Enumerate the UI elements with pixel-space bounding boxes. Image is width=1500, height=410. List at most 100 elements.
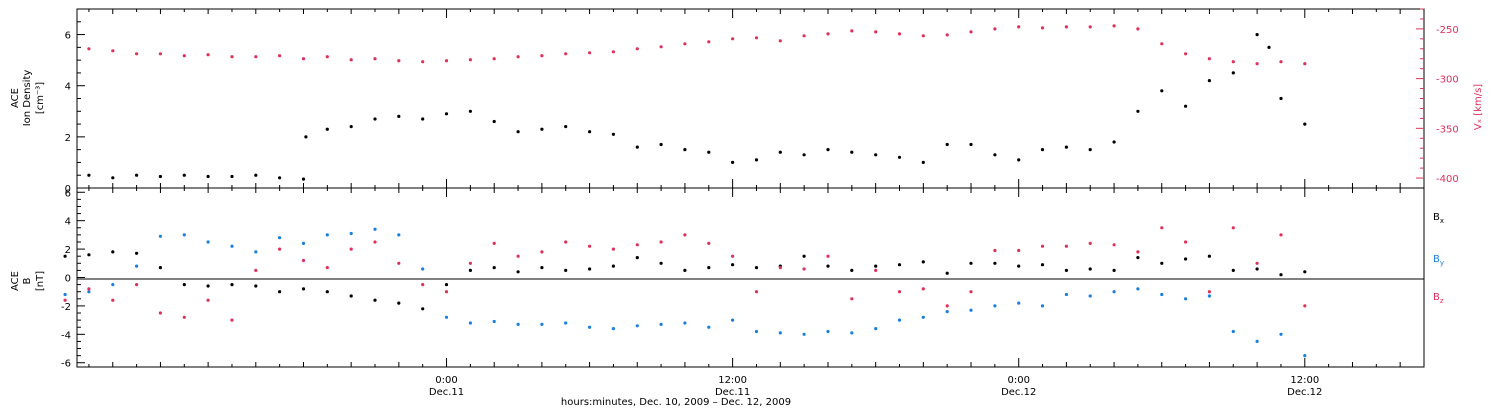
by-point — [1088, 294, 1092, 298]
bx-point — [540, 266, 544, 270]
ion-density-point — [778, 150, 782, 154]
ion-density-point — [1136, 109, 1140, 113]
top-panel: 0 2 4 6 -250 -300 -350 -400 ACE Ion Density [c… — [10, 8, 1484, 195]
bx-point — [635, 256, 639, 260]
bx-point — [349, 294, 353, 298]
ion-density-series — [87, 33, 1307, 181]
by-point — [135, 264, 139, 268]
bz-point — [683, 233, 687, 237]
bz-point — [421, 283, 425, 287]
bx-point — [850, 268, 854, 272]
ion-density-point — [1184, 104, 1188, 108]
bz-point — [1136, 250, 1140, 254]
bz-point — [397, 261, 401, 265]
legend-by: By — [1433, 254, 1444, 267]
vx-point — [564, 52, 568, 56]
top-right-label-line2: Vₓ [km/s] — [1473, 84, 1484, 130]
vx-point — [635, 47, 639, 51]
bx-point — [1088, 267, 1092, 271]
b-field-tick-label: 4 — [65, 217, 71, 228]
bx-point — [87, 253, 91, 257]
bx-point — [254, 284, 258, 288]
by-point — [278, 236, 282, 240]
vx-point — [301, 57, 306, 61]
by-point — [826, 329, 830, 334]
bx-point — [397, 301, 401, 305]
ion-density-point — [707, 150, 711, 154]
bx-point — [993, 261, 997, 265]
bz-series — [63, 226, 1307, 322]
bz-point — [754, 290, 759, 294]
vx-series — [87, 24, 1307, 66]
bx-point — [874, 264, 878, 268]
ion-density-point — [135, 173, 139, 177]
bx-point — [969, 261, 973, 265]
bx-point — [802, 254, 806, 258]
ion-density-point — [802, 153, 806, 157]
ion-density-point — [635, 145, 639, 149]
by-point — [1207, 294, 1211, 298]
ion-density-point — [993, 153, 997, 157]
bz-point — [1017, 248, 1021, 253]
vx-point — [945, 33, 949, 37]
bz-point — [826, 254, 830, 258]
ion-density-point — [874, 153, 878, 157]
bz-point — [1255, 261, 1259, 265]
vx-point — [230, 55, 234, 59]
density-tick-label: 6 — [65, 31, 71, 42]
bz-point — [778, 266, 782, 270]
bz-point — [182, 315, 186, 319]
bx-point — [1303, 270, 1307, 274]
vx-point — [1112, 24, 1116, 28]
vx-point — [802, 34, 806, 38]
bz-point — [897, 290, 902, 294]
vx-point — [421, 60, 425, 64]
bottom-left-axis: 6 4 2 0 -2 -4 -6 — [61, 188, 85, 370]
bz-point — [564, 240, 568, 244]
by-point — [659, 322, 663, 326]
ion-density-point — [850, 150, 854, 154]
vx-tick-label: -250 — [1436, 25, 1459, 36]
by-point — [397, 233, 401, 237]
bx-point — [206, 284, 210, 288]
bx-point — [588, 267, 592, 271]
bz-point — [230, 318, 234, 322]
bx-point — [444, 283, 449, 287]
bx-point — [516, 270, 520, 274]
by-point — [1279, 332, 1283, 336]
ion-density-point — [1255, 33, 1259, 37]
ion-density-point — [588, 130, 592, 134]
by-point — [945, 310, 949, 314]
bz-point — [1088, 241, 1092, 245]
vx-point — [516, 55, 520, 59]
bz-point — [87, 287, 91, 291]
ion-density-point — [254, 173, 258, 177]
vx-tick-label: -300 — [1436, 75, 1459, 86]
by-point — [349, 231, 353, 236]
vx-point — [1017, 25, 1021, 29]
ion-density-point — [1160, 89, 1164, 93]
vx-point — [659, 45, 663, 49]
vx-point — [993, 27, 997, 31]
b-field-tick-label: -2 — [61, 302, 71, 313]
bz-point — [1112, 243, 1116, 247]
by-point — [421, 267, 425, 271]
ion-density-point — [826, 148, 830, 152]
ion-density-point — [1064, 145, 1068, 149]
ion-density-point — [1303, 122, 1307, 126]
vx-point — [349, 58, 353, 62]
by-point — [778, 331, 782, 335]
by-point — [87, 290, 91, 294]
bz-point — [301, 258, 306, 263]
bx-point — [1231, 268, 1235, 272]
vx-point — [254, 55, 258, 59]
vx-point — [1160, 42, 1164, 46]
bz-point — [969, 290, 973, 294]
bx-point — [707, 266, 711, 270]
vx-tick-label: -350 — [1436, 124, 1459, 135]
bz-point — [1231, 226, 1235, 230]
by-point — [993, 304, 997, 308]
ion-density-point — [564, 125, 568, 129]
bz-point — [635, 243, 639, 247]
by-point — [754, 329, 759, 334]
